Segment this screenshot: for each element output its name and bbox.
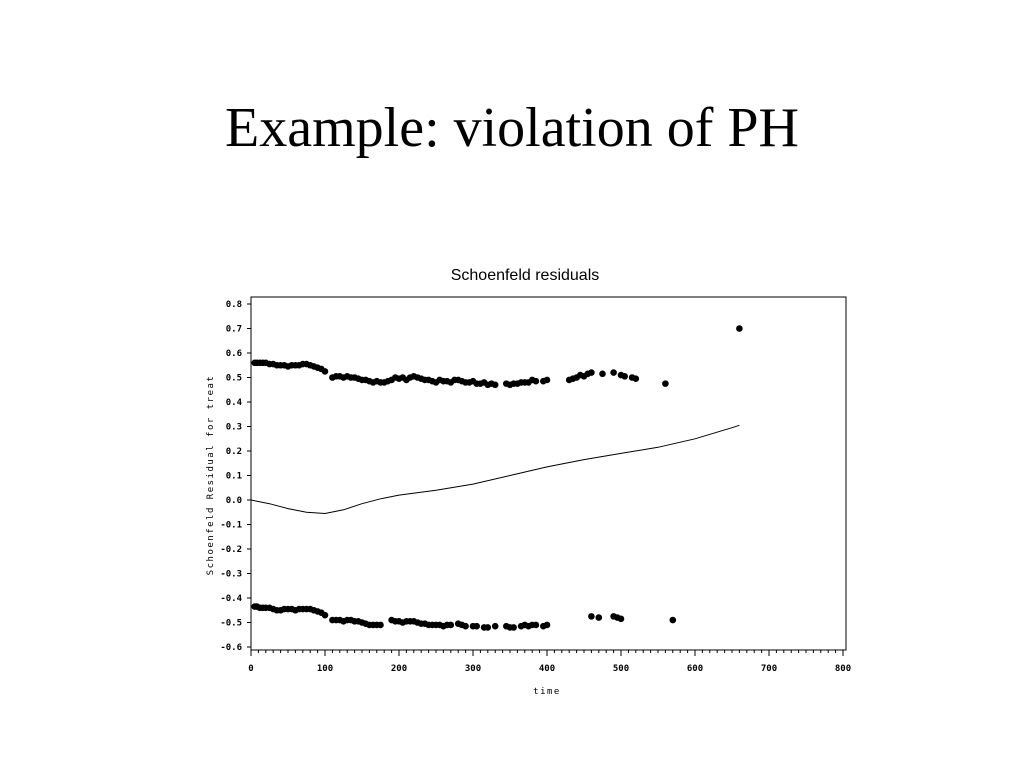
y-tick-label: -0.1 bbox=[220, 521, 242, 531]
upper-residual-point bbox=[610, 369, 617, 376]
lower-residual-point bbox=[462, 622, 469, 630]
series-layer bbox=[250, 325, 743, 631]
x-tick-label: 700 bbox=[761, 664, 777, 674]
lower-residual-point bbox=[532, 621, 540, 629]
lower-residual-point bbox=[669, 616, 677, 624]
lower-residual-point bbox=[321, 611, 329, 619]
y-tick-label: -0.5 bbox=[220, 619, 242, 629]
y-tick-label: -0.2 bbox=[220, 545, 242, 555]
upper-residual-point bbox=[599, 370, 606, 378]
upper-residual-point bbox=[532, 377, 540, 385]
y-axis-label: Schoenfeld Residual for treat bbox=[206, 375, 216, 576]
upper-residual-point bbox=[621, 372, 628, 380]
lower-residual-point bbox=[617, 615, 625, 623]
upper-residual-point bbox=[736, 325, 743, 332]
y-tick-label: 0.7 bbox=[226, 325, 242, 335]
lower-residual-point bbox=[510, 624, 517, 631]
y-axis: 0.8 0.7 0.6 0.5 0.4 0.3 0.2 0.1 0.0 -0.1 -0.2 -0.3 -… bbox=[220, 300, 251, 653]
y-tick-label: -0.4 bbox=[220, 594, 242, 604]
x-tick-label: 500 bbox=[613, 664, 629, 674]
lower-residual-point bbox=[484, 624, 492, 631]
upper-residual-point bbox=[321, 368, 329, 375]
x-tick-label: 200 bbox=[391, 664, 407, 674]
lower-residual-point bbox=[473, 622, 481, 630]
y-tick-label: 0.6 bbox=[226, 349, 242, 359]
lower-residual-point bbox=[377, 621, 384, 629]
plot-frame bbox=[250, 296, 847, 651]
x-tick-label: 600 bbox=[687, 664, 703, 674]
x-tick-label: 800 bbox=[835, 664, 851, 674]
upper-residual-point bbox=[543, 376, 551, 384]
upper-residual-point bbox=[588, 369, 595, 376]
lower-residual-point bbox=[543, 621, 551, 629]
y-tick-label: 0.0 bbox=[226, 496, 242, 506]
x-axis-label: time bbox=[533, 687, 561, 697]
chart-title: Schoenfeld residuals bbox=[451, 267, 600, 284]
y-tick-label: -0.3 bbox=[220, 570, 242, 580]
upper-residual-point bbox=[662, 380, 669, 387]
y-tick-label: 0.8 bbox=[226, 300, 242, 310]
x-tick-label: 100 bbox=[317, 664, 333, 674]
x-tick-label: 300 bbox=[465, 664, 481, 674]
upper-residual-point bbox=[632, 375, 640, 383]
lower-residual-point bbox=[595, 614, 603, 621]
y-tick-label: 0.3 bbox=[226, 423, 242, 433]
lower-residual-point bbox=[447, 621, 455, 629]
x-tick-label: 400 bbox=[539, 664, 555, 674]
x-tick-label: 0 bbox=[248, 664, 253, 674]
slide-title: Example: violation of PH bbox=[225, 97, 799, 159]
x-axis: 0 100 200 300 400 500 600 700 800 bbox=[248, 650, 851, 674]
smoothed-residual-line bbox=[250, 424, 740, 515]
y-tick-label: -0.6 bbox=[220, 643, 242, 653]
y-tick-label: 0.5 bbox=[226, 374, 242, 384]
y-tick-label: 0.4 bbox=[226, 398, 243, 408]
lower-residual-point bbox=[588, 613, 595, 620]
y-tick-label: 0.1 bbox=[226, 472, 242, 482]
lower-residual-point bbox=[491, 622, 499, 630]
upper-residual-point bbox=[491, 381, 499, 389]
y-tick-label: 0.2 bbox=[226, 447, 242, 457]
